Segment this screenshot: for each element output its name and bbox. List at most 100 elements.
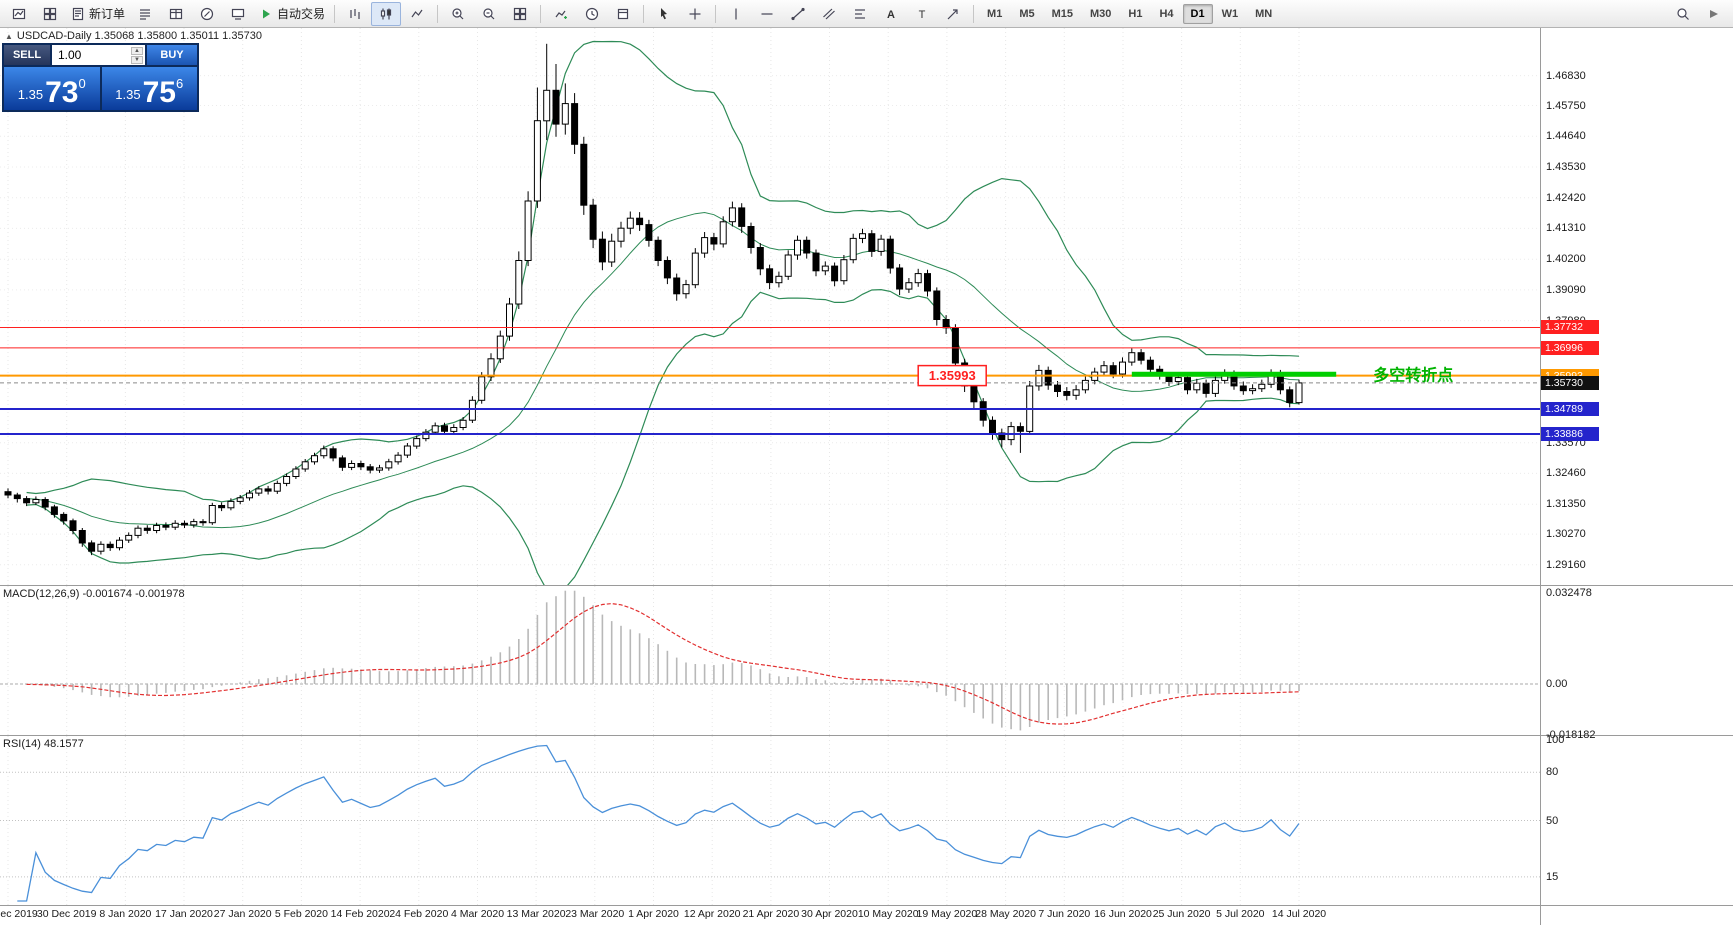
chart-shift-icon[interactable] <box>1699 2 1729 26</box>
price-annotation-text: 1.35993 <box>929 368 976 383</box>
market-watch-icon <box>140 8 151 20</box>
candle <box>1202 382 1210 394</box>
data-window-icon[interactable] <box>161 2 191 26</box>
candle <box>143 527 151 531</box>
toolbar: 新订单 自动交易 A T M1 M5 M15 M30 H1 H4 D1 W1 MN <box>0 0 1733 28</box>
timeframe-M1-button[interactable]: M1 <box>987 7 1003 20</box>
candle <box>571 103 579 145</box>
sell-button[interactable]: SELL <box>4 45 50 65</box>
periods-icon[interactable] <box>577 2 607 26</box>
candlestick-chart-icon[interactable] <box>371 1 402 26</box>
search-icon[interactable] <box>1668 2 1698 26</box>
timeframe-H4-button[interactable]: H4 <box>1159 7 1174 20</box>
volume-up-icon[interactable]: ▲ <box>131 46 143 55</box>
vertical-line-icon[interactable] <box>721 2 751 26</box>
autotrade-button[interactable]: 自动交易 <box>254 2 329 26</box>
candle <box>1174 377 1182 383</box>
sell-price-display[interactable]: 1.35 73 0 <box>4 67 100 110</box>
fibonacci-icon[interactable] <box>845 2 875 26</box>
zoom-in-icon <box>452 7 464 19</box>
candle <box>366 466 374 471</box>
timeframe-M30-button[interactable]: M30 <box>1090 7 1112 20</box>
timeframe-MN-button[interactable]: MN <box>1255 7 1273 20</box>
horizontal-line-icon[interactable] <box>752 2 782 26</box>
arrow-tool-icon[interactable] <box>938 2 968 26</box>
candle <box>348 463 356 468</box>
timeframe-M5-button[interactable]: M5 <box>1019 7 1035 20</box>
candle <box>1100 365 1108 373</box>
market-watch-icon[interactable] <box>130 2 160 26</box>
terminal-icon[interactable] <box>223 2 253 26</box>
candle <box>78 530 86 544</box>
timeframe-M15-button[interactable]: M15 <box>1051 7 1073 20</box>
new-order-button[interactable]: 新订单 <box>66 2 129 26</box>
volume-field[interactable]: 1.00 ▲ ▼ <box>52 45 145 65</box>
channel-icon <box>823 8 835 19</box>
timeframe-W1-button[interactable]: W1 <box>1221 7 1239 20</box>
candle <box>478 376 486 401</box>
toolbar-separator <box>973 4 975 23</box>
chart-profiles-icon[interactable] <box>35 2 65 26</box>
candle <box>320 448 328 457</box>
timeframe-H1-button[interactable]: H1 <box>1128 7 1143 20</box>
candle <box>738 207 746 227</box>
tile-windows-icon[interactable] <box>505 2 535 26</box>
candle <box>1249 388 1257 392</box>
line-chart-icon[interactable] <box>402 2 432 26</box>
crosshair-icon[interactable] <box>680 2 710 26</box>
time-axis[interactable] <box>0 905 1540 927</box>
trendline-icon[interactable] <box>783 2 813 26</box>
candle <box>766 268 774 284</box>
candle <box>459 419 467 428</box>
buy-button[interactable]: BUY <box>147 45 197 65</box>
search-icon <box>1677 7 1689 20</box>
cursor-icon[interactable] <box>649 2 679 26</box>
candle <box>311 455 318 463</box>
tile-windows-icon <box>513 7 527 20</box>
note-annotation-text[interactable]: 多空转折点 <box>1373 366 1453 385</box>
indicators-icon[interactable] <box>546 2 576 26</box>
price-annotation-box[interactable] <box>917 364 987 387</box>
terminal-icon <box>231 8 245 20</box>
autotrade-button <box>263 9 271 18</box>
candle <box>246 492 253 499</box>
label-tool-icon[interactable]: T <box>907 2 937 26</box>
bar-chart-icon[interactable] <box>340 2 370 26</box>
volume-down-icon[interactable]: ▼ <box>131 55 143 64</box>
candle <box>394 454 402 463</box>
candle <box>803 239 811 254</box>
candle <box>171 522 179 528</box>
candle <box>710 237 718 245</box>
zoom-out-icon <box>483 7 495 19</box>
horizontal-line-icon <box>761 12 773 15</box>
candle <box>255 488 263 494</box>
zoom-in-icon[interactable] <box>443 2 473 26</box>
candle <box>50 506 58 515</box>
candle <box>626 217 634 229</box>
price-axis[interactable] <box>1540 28 1733 905</box>
candle <box>1072 389 1080 396</box>
candle <box>849 237 857 261</box>
candle <box>218 505 226 509</box>
new-chart-icon[interactable] <box>4 2 34 26</box>
navigator-icon[interactable] <box>192 2 222 26</box>
candle <box>756 247 764 270</box>
candle <box>338 457 346 468</box>
candle <box>153 525 161 531</box>
candle <box>1239 385 1247 392</box>
zoom-out-icon[interactable] <box>474 2 504 26</box>
arrow-tool-icon <box>947 8 958 19</box>
candle <box>468 399 476 421</box>
candle <box>989 419 996 434</box>
rsi-label: RSI(14) 48.1577 <box>3 738 84 750</box>
templates-icon <box>617 8 629 19</box>
text-tool-icon[interactable]: A <box>876 2 906 26</box>
timeframe-D1-button[interactable]: D1 <box>1182 3 1213 24</box>
channel-icon[interactable] <box>814 2 844 26</box>
candle <box>515 260 523 305</box>
candle <box>859 233 866 239</box>
templates-icon[interactable] <box>608 2 638 26</box>
buy-price-display[interactable]: 1.35 75 6 <box>101 67 197 110</box>
candle <box>561 103 569 125</box>
